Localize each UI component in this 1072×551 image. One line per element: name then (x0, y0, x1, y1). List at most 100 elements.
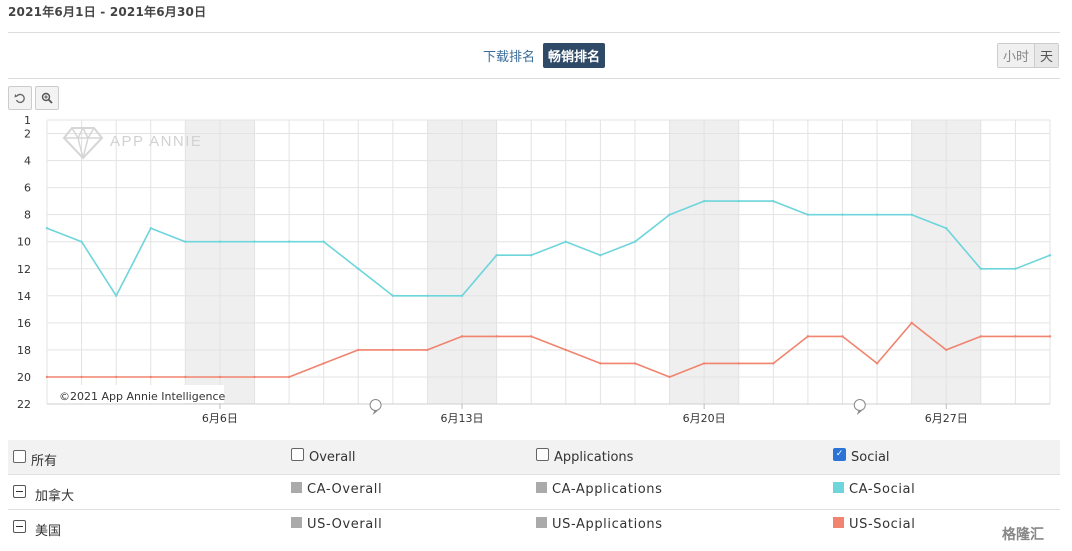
data-point[interactable] (875, 213, 879, 216)
data-point[interactable] (1014, 335, 1017, 338)
data-point[interactable] (80, 375, 83, 379)
data-point[interactable] (80, 240, 83, 243)
series-us-social[interactable]: US-Social (833, 517, 915, 532)
overall-checkbox[interactable] (291, 448, 304, 461)
data-point[interactable] (426, 348, 429, 352)
grossing-rank-tab[interactable]: 畅销排名 (543, 43, 606, 68)
social-checkbox[interactable]: ✓ (833, 448, 846, 461)
data-point[interactable] (495, 335, 498, 338)
data-point[interactable] (945, 348, 948, 352)
data-point[interactable] (979, 267, 983, 270)
data-point[interactable] (184, 240, 187, 243)
data-point[interactable] (772, 362, 775, 365)
series-us-overall[interactable]: US-Overall (291, 517, 382, 532)
series-us-applications[interactable]: US-Applications (536, 517, 663, 532)
data-point[interactable] (322, 240, 325, 243)
event-marker-icon[interactable] (853, 399, 866, 416)
data-point[interactable] (875, 362, 879, 365)
data-point[interactable] (184, 375, 187, 379)
data-point[interactable] (806, 335, 810, 338)
y-tick-label: 1 (24, 114, 31, 127)
legend-table: 所有 Overall Applications ✓ Social 加拿大 CA-… (8, 440, 1060, 544)
data-point[interactable] (460, 335, 464, 338)
data-point[interactable] (737, 362, 740, 365)
data-point[interactable] (702, 199, 706, 203)
filter-overall[interactable]: Overall (291, 448, 355, 465)
data-point[interactable] (114, 375, 118, 379)
data-point[interactable] (287, 375, 291, 379)
data-point[interactable] (564, 348, 567, 352)
data-point[interactable] (287, 240, 291, 243)
data-point[interactable] (45, 375, 49, 379)
series-ca-applications[interactable]: CA-Applications (536, 482, 663, 497)
data-point[interactable] (426, 294, 429, 298)
data-point[interactable] (495, 254, 498, 257)
data-point[interactable] (772, 199, 775, 203)
data-point[interactable] (391, 348, 395, 352)
y-tick-label: 20 (17, 371, 31, 384)
filter-applications[interactable]: Applications (536, 448, 633, 465)
applications-checkbox[interactable] (536, 448, 549, 461)
data-point[interactable] (702, 362, 706, 365)
data-point[interactable] (599, 254, 602, 257)
all-checkbox[interactable] (13, 450, 26, 463)
data-point[interactable] (945, 226, 948, 230)
data-point[interactable] (910, 213, 913, 216)
data-point[interactable] (1014, 267, 1017, 270)
data-point[interactable] (1048, 254, 1052, 257)
data-point[interactable] (599, 362, 602, 365)
filter-all[interactable]: 所有 (13, 450, 57, 469)
hour-button[interactable]: 小时 (998, 44, 1035, 67)
data-point[interactable] (149, 375, 152, 379)
rank-chart: APP ANNIE 12 4 6 8 10 12 14 16 18 20 22 6月6日 6月13日 6… (17, 114, 1052, 425)
data-point[interactable] (564, 240, 567, 243)
collapse-canada[interactable]: 加拿大 (13, 485, 74, 504)
data-point[interactable] (218, 240, 222, 243)
collapse-us[interactable]: 美国 (13, 520, 61, 539)
data-point[interactable] (149, 226, 152, 230)
data-point[interactable] (530, 254, 533, 257)
series-ca-social[interactable]: CA-Social (833, 482, 915, 497)
data-point[interactable] (322, 362, 325, 365)
data-point[interactable] (633, 240, 637, 243)
data-point[interactable] (391, 294, 395, 298)
country-label: 美国 (35, 524, 62, 539)
data-point[interactable] (841, 335, 844, 338)
data-point[interactable] (253, 375, 256, 379)
data-point[interactable] (806, 213, 810, 216)
series-swatch (536, 517, 547, 528)
data-point[interactable] (460, 294, 464, 298)
zoom-button[interactable] (35, 86, 59, 110)
series-line-ca-social[interactable] (46, 200, 1051, 297)
data-point[interactable] (737, 199, 740, 203)
data-point[interactable] (979, 335, 983, 338)
data-point[interactable] (1048, 335, 1052, 338)
series-swatch (291, 517, 302, 528)
series-line-us-social[interactable] (47, 322, 1050, 378)
data-point[interactable] (45, 226, 49, 230)
reset-icon (14, 93, 25, 104)
data-point[interactable] (910, 321, 913, 325)
zoom-icon (41, 92, 53, 104)
data-point[interactable] (357, 267, 360, 270)
data-point[interactable] (668, 375, 671, 379)
data-point[interactable] (530, 335, 533, 338)
reset-zoom-button[interactable] (8, 86, 32, 110)
date-range-title: 2021年6月1日 - 2021年6月30日 (8, 5, 207, 19)
all-label: 所有 (31, 454, 58, 469)
data-point[interactable] (114, 294, 118, 298)
collapse-icon[interactable] (13, 485, 26, 498)
data-point[interactable] (841, 213, 844, 216)
series-ca-overall[interactable]: CA-Overall (291, 482, 382, 497)
filter-social[interactable]: ✓ Social (833, 448, 890, 465)
download-rank-tab[interactable]: 下载排名 (483, 50, 536, 65)
series-label: CA-Social (849, 482, 916, 497)
collapse-icon[interactable] (13, 520, 26, 533)
day-button[interactable]: 天 (1034, 44, 1059, 67)
event-marker-icon[interactable] (369, 399, 382, 416)
data-point[interactable] (218, 375, 222, 379)
data-point[interactable] (357, 348, 360, 352)
data-point[interactable] (253, 240, 256, 243)
data-point[interactable] (633, 362, 637, 365)
data-point[interactable] (668, 213, 671, 216)
